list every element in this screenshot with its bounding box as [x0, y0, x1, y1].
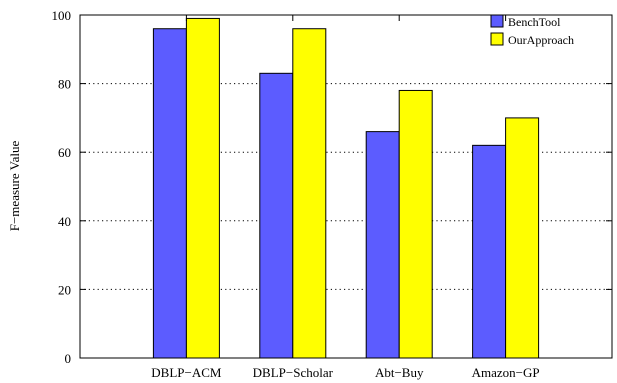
bar-benchtool-0 — [152, 28, 187, 359]
x-category-label: DBLP−Scholar — [253, 365, 334, 380]
y-tick-label: 80 — [58, 77, 71, 92]
legend: BenchTool OurApproach — [490, 14, 574, 47]
bar-ourapproach-3 — [505, 117, 540, 359]
y-tick-label: 0 — [65, 351, 72, 366]
legend-label-ourapproach: OurApproach — [508, 33, 574, 47]
category-labels: DBLP−ACM DBLP−Scholar Abt−Buy Amazon−GP — [151, 365, 539, 380]
x-category-label: DBLP−ACM — [151, 365, 222, 380]
legend-swatch-ourapproach — [490, 32, 504, 46]
y-tick-label: 40 — [58, 214, 71, 229]
bar-benchtool-3 — [472, 144, 507, 359]
legend-swatch-benchtool — [490, 14, 504, 28]
bar-ourapproach-0 — [185, 17, 220, 359]
bar-benchtool-2 — [365, 131, 400, 359]
bar-benchtool-1 — [259, 72, 294, 359]
bars — [152, 17, 540, 359]
x-category-label: Amazon−GP — [472, 365, 540, 380]
y-axis-title: F−measure Value — [7, 141, 22, 232]
plot-frame — [79, 14, 613, 359]
y-tick-label: 20 — [58, 282, 71, 297]
x-category-label: Abt−Buy — [375, 365, 424, 380]
legend-label-benchtool: BenchTool — [508, 15, 561, 29]
bar-ourapproach-1 — [292, 28, 327, 359]
y-tick-label: 60 — [58, 145, 71, 160]
y-axis-ticks: 0 20 40 60 80 100 — [52, 8, 612, 366]
bar-ourapproach-2 — [398, 89, 433, 359]
y-tick-label: 100 — [52, 8, 72, 23]
